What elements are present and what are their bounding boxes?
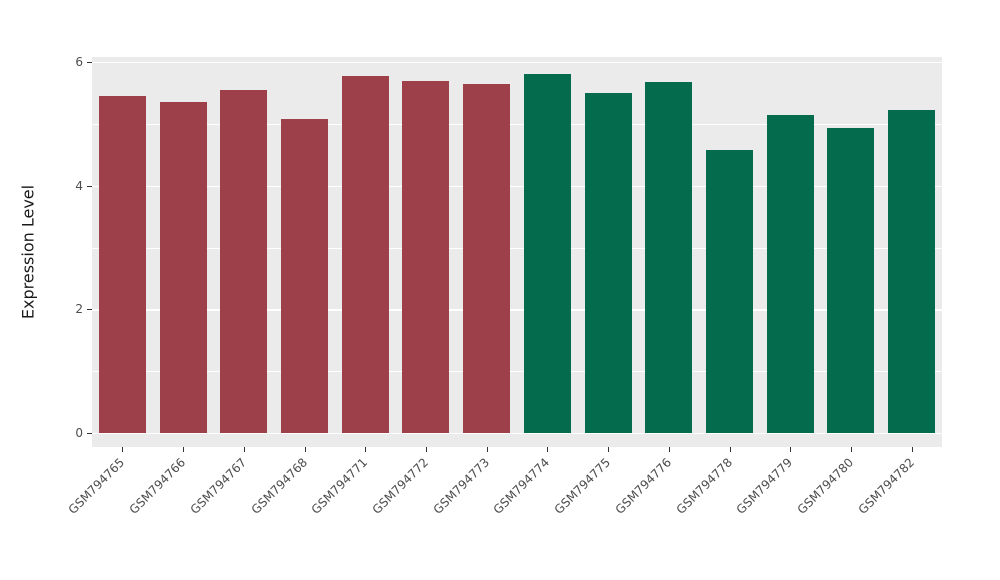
bar-GSM794766 [159,102,207,433]
y-tick-mark [87,62,92,64]
x-tick-mark [729,447,731,452]
x-tick-mark [365,447,367,452]
bar-GSM794776 [645,81,693,433]
gridline-minor [92,371,942,372]
x-tick-mark [911,447,913,452]
bar-GSM794768 [281,118,328,433]
x-tick-mark [486,447,488,452]
bar-GSM794767 [220,89,268,433]
gridline-minor [92,247,942,249]
gridline-minor [92,123,942,125]
plot-panel [92,57,942,447]
y-tick-label: 0 [75,426,83,440]
y-tick-mark [87,309,92,311]
bar-GSM794778 [706,149,753,433]
x-tick-mark [668,447,670,452]
y-tick-mark [87,433,92,434]
gridline-major [92,309,942,311]
bar-GSM794765 [98,96,146,433]
x-tick-mark [304,447,306,452]
y-tick-mark [87,185,92,187]
bar-GSM794773 [463,83,511,433]
bar-GSM794780 [827,128,875,433]
bar-GSM794775 [584,92,632,433]
bar-GSM794771 [341,75,389,433]
x-tick-mark [183,447,185,452]
y-tick-label: 4 [75,178,83,193]
bar-GSM794779 [766,114,814,433]
bar-GSM794782 [888,110,936,433]
x-tick-mark [243,447,245,452]
x-tick-mark [608,447,610,452]
x-tick-mark [850,447,852,452]
y-tick-label: 2 [75,302,83,317]
x-tick-mark [790,447,792,452]
gridline-major [92,433,942,435]
x-tick-mark [122,447,124,452]
x-tick-mark [425,447,427,452]
gridline-major [92,62,942,64]
gridline-major [92,185,942,188]
y-axis-title: Expression Level [18,184,38,320]
y-tick-label: 6 [75,55,83,70]
x-tick-mark [547,447,549,452]
bar-GSM794772 [402,80,450,433]
bar-GSM794774 [523,74,571,433]
